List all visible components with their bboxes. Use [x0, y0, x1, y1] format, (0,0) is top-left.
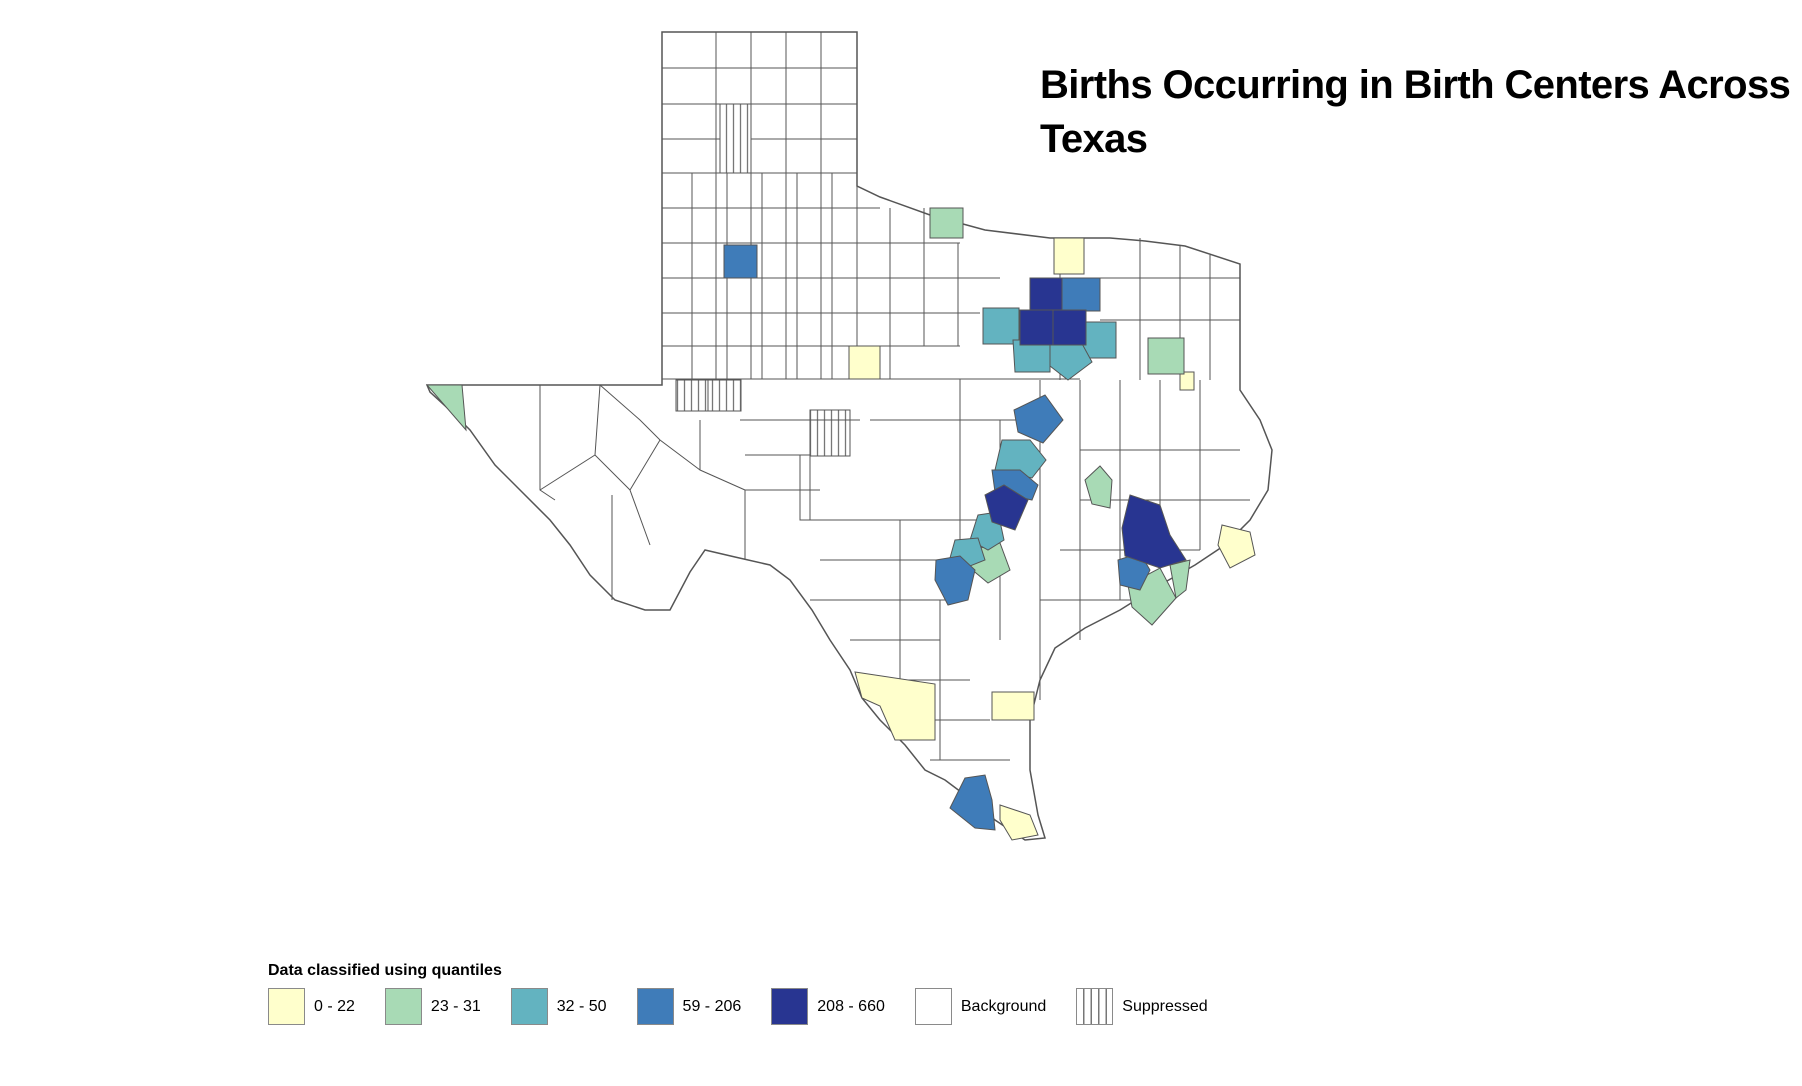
legend-label: 23 - 31	[430, 997, 481, 1015]
legend-items: 0 - 22 23 - 31 32 - 50 59 - 206 208 - 66…	[268, 988, 1238, 1025]
legend-swatch	[771, 988, 809, 1025]
legend-swatch	[636, 988, 674, 1025]
legend-item-32-50: 32 - 50	[510, 988, 607, 1025]
legend-swatch	[384, 988, 422, 1025]
legend-item-0-22: 0 - 22	[268, 988, 355, 1025]
legend-title: Data classified using quantiles	[268, 962, 502, 979]
map-legend: Data classified using quantiles 0 - 22 2…	[268, 962, 1238, 1025]
legend-swatch	[510, 988, 548, 1025]
suppressed-counties	[675, 103, 851, 457]
west-texas-counties	[470, 384, 860, 600]
legend-item-23-31: 23 - 31	[384, 988, 481, 1025]
panhandle-county-grid	[662, 32, 1000, 380]
legend-item-208-660: 208 - 660	[771, 988, 885, 1025]
legend-label: 59 - 206	[682, 997, 742, 1015]
legend-label: 32 - 50	[556, 997, 607, 1015]
legend-label: Background	[960, 997, 1047, 1015]
legend-item-suppressed: Suppressed	[1076, 988, 1208, 1025]
data-counties	[425, 207, 1256, 841]
legend-item-background: Background	[914, 988, 1047, 1025]
map-title: Births Occurring in Birth Centers Across…	[1040, 63, 1791, 161]
legend-item-59-206: 59 - 206	[636, 988, 742, 1025]
legend-label: Suppressed	[1122, 997, 1208, 1015]
legend-label: 208 - 660	[817, 997, 885, 1015]
legend-swatch	[1076, 988, 1114, 1025]
legend-label: 0 - 22	[314, 997, 355, 1015]
legend-swatch	[268, 988, 305, 1025]
legend-swatch	[914, 988, 952, 1025]
